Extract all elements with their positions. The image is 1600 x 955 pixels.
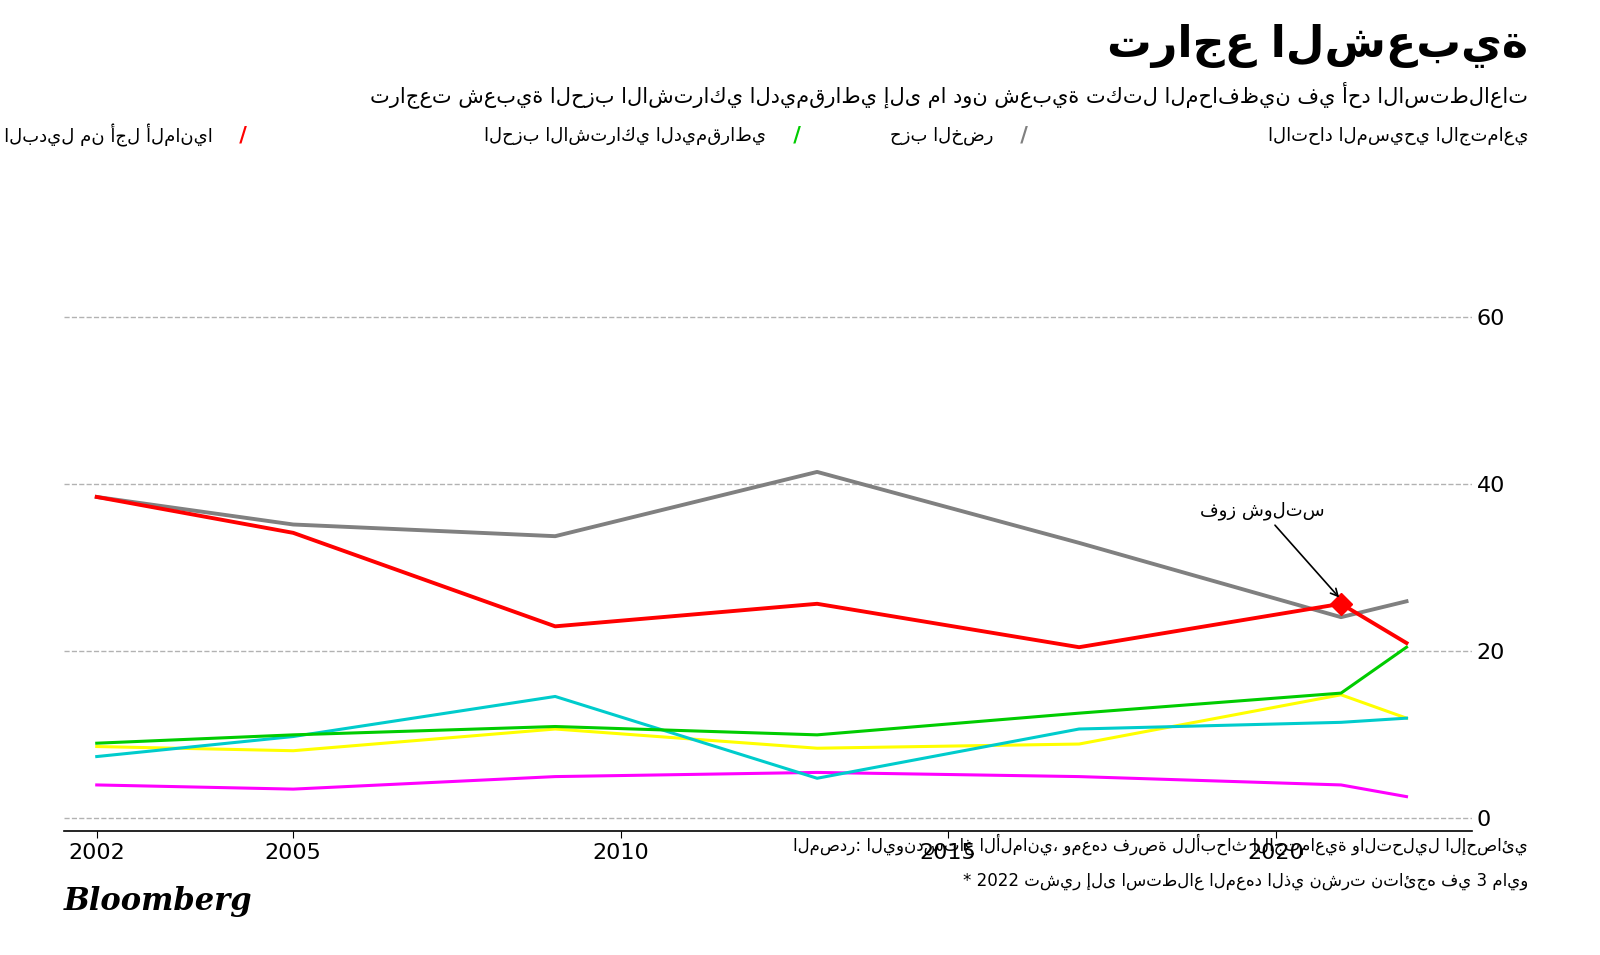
Text: /: / <box>786 126 808 145</box>
Text: * 2022 تشير إلى استطلاع المعهد الذي نشرت نتائجه في 3 مايو: * 2022 تشير إلى استطلاع المعهد الذي نشرت… <box>963 872 1528 890</box>
Text: تراجعت شعبية الحزب الاشتراكي الديمقراطي إلى ما دون شعبية تكتل المحافظين في أحد ا: تراجعت شعبية الحزب الاشتراكي الديمقراطي … <box>370 81 1528 108</box>
Text: فوز شولتس: فوز شولتس <box>1200 501 1338 596</box>
Text: الاتحاد المسيحي الاجتماعي: الاتحاد المسيحي الاجتماعي <box>1267 126 1528 145</box>
Text: Bloomberg: Bloomberg <box>64 886 253 917</box>
Text: الحزب الاشتراكي الديمقراطي: الحزب الاشتراكي الديمقراطي <box>485 127 766 144</box>
Text: حزب الخضر: حزب الخضر <box>890 126 994 145</box>
Text: /: / <box>232 126 254 145</box>
Text: المصدر: اليوندستاغ الألماني، ومعهد فرصة للأبحاث الاجتماعية والتحليل الإحصائي: المصدر: اليوندستاغ الألماني، ومعهد فرصة … <box>794 834 1528 855</box>
Text: /: / <box>1013 126 1035 145</box>
Text: حزب البديل من أجل ألمانيا: حزب البديل من أجل ألمانيا <box>0 124 213 147</box>
Text: تراجع الشعبية: تراجع الشعبية <box>1107 24 1528 68</box>
